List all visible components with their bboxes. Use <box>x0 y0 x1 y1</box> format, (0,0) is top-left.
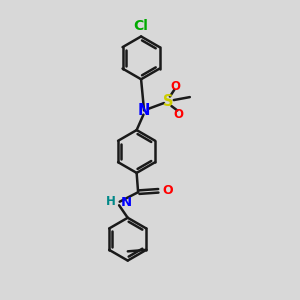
Text: O: O <box>170 80 180 93</box>
Text: S: S <box>163 94 174 109</box>
Text: N: N <box>138 103 150 118</box>
Text: H: H <box>106 195 116 208</box>
Text: O: O <box>163 184 173 197</box>
Text: O: O <box>174 107 184 121</box>
Text: N: N <box>120 196 131 209</box>
Text: Cl: Cl <box>134 20 148 34</box>
